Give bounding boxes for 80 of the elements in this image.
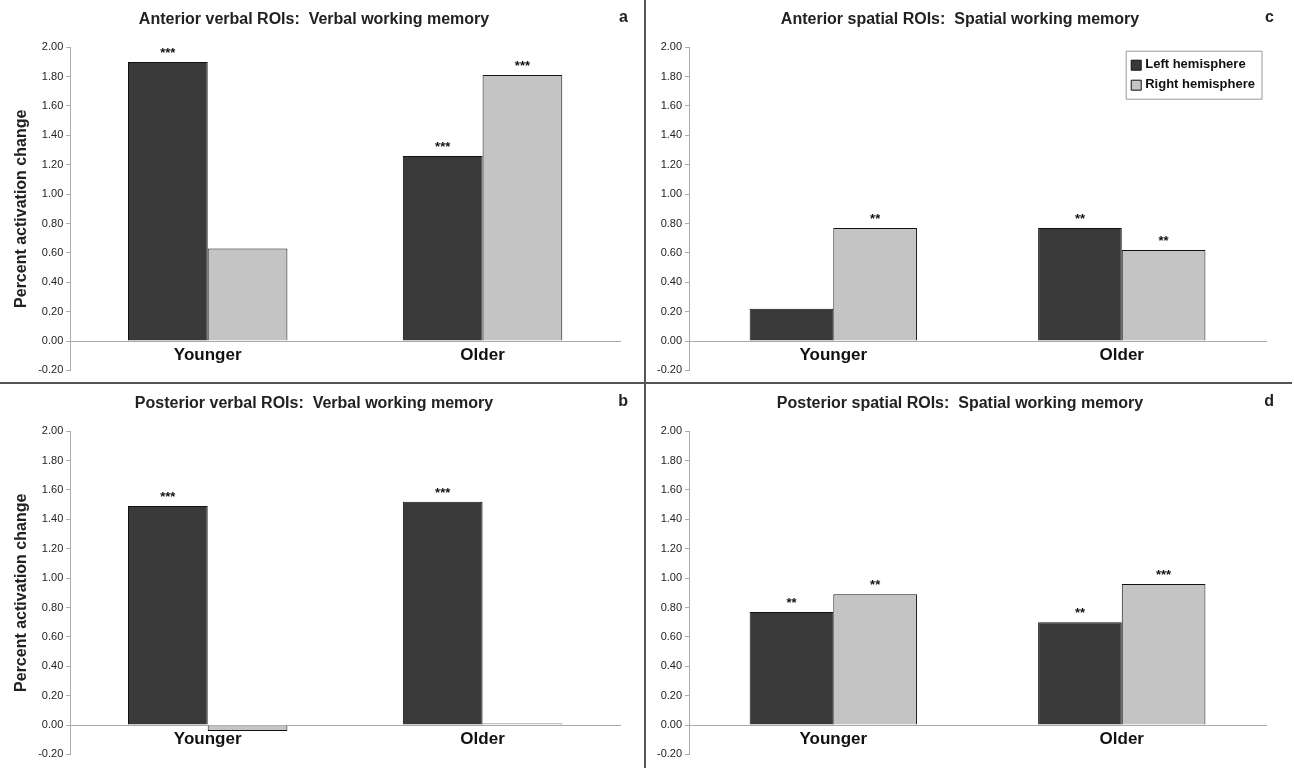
y-tick-label: 0.60 [660, 245, 683, 258]
y-tick-label: 0.00 [660, 718, 683, 731]
y-tick-label: 1.80 [660, 453, 683, 466]
y-tick-label: 1.60 [660, 482, 683, 495]
y-tick-label: 0.40 [660, 275, 683, 288]
y-tick-label: 1.80 [660, 69, 683, 82]
y-tick-label: 0.80 [41, 600, 64, 613]
y-tick-label: -0.20 [656, 363, 683, 376]
chart-title: Posterior spatial ROIs: Spatial working memory [776, 394, 1144, 412]
y-tick-label: 0.00 [41, 718, 64, 731]
y-tick-label: 1.20 [660, 157, 683, 170]
y-tick-label: 1.40 [41, 512, 64, 525]
y-tick-label: 1.00 [660, 187, 683, 200]
text: c [1265, 8, 1275, 26]
y-tick-label: 1.80 [41, 69, 64, 82]
data-label: ** [870, 577, 882, 593]
y-tick-label: 0.00 [660, 334, 683, 347]
text: a [619, 8, 629, 26]
chart-title: Anterior verbal ROIs: Verbal working memory [138, 10, 490, 28]
data-label: ** [870, 210, 882, 226]
data-label: *** [435, 138, 452, 154]
x-tick-label: Younger [799, 344, 868, 364]
y-tick-label: 0.60 [41, 245, 64, 258]
data-label: ** [786, 594, 798, 610]
y-tick-label: 1.20 [660, 541, 683, 554]
x-tick-label: Older [460, 728, 506, 748]
legend-label: Left hemisphere [1145, 56, 1246, 72]
y-tick-label: 0.60 [41, 629, 64, 642]
data-label: ** [1074, 605, 1086, 621]
y-tick-label: -0.20 [656, 747, 683, 760]
y-tick-label: 0.20 [41, 304, 64, 317]
x-tick-label: Younger [173, 344, 242, 364]
y-tick-label: 0.20 [41, 688, 64, 701]
data-label: *** [514, 58, 531, 74]
x-tick-label: Older [1099, 728, 1145, 748]
y-tick-label: 2.00 [660, 40, 683, 53]
x-tick-label: Older [1099, 344, 1145, 364]
y-tick-label: 0.60 [660, 629, 683, 642]
y-tick-label: 1.00 [41, 187, 64, 200]
chart-title: Anterior spatial ROIs: Spatial working memory [780, 10, 1140, 28]
data-label: ** [1158, 233, 1170, 249]
data-label: ** [1074, 210, 1086, 226]
y-axis-title: Percent activation change [12, 109, 30, 308]
y-tick-label: 1.20 [41, 541, 64, 554]
y-tick-label: 0.20 [660, 304, 683, 317]
y-tick-label: 2.00 [41, 40, 64, 53]
text: b [618, 392, 629, 410]
y-tick-label: 1.80 [41, 453, 64, 466]
y-tick-label: 1.60 [660, 98, 683, 111]
data-label: *** [1156, 567, 1173, 583]
y-tick-label: 1.40 [41, 128, 64, 141]
y-tick-label: 0.80 [660, 600, 683, 613]
y-tick-label: 0.80 [41, 216, 64, 229]
y-tick-label: 1.00 [41, 571, 64, 584]
y-tick-label: 0.20 [660, 688, 683, 701]
x-tick-label: Younger [173, 728, 242, 748]
text: d [1264, 392, 1274, 410]
y-tick-label: 1.40 [660, 128, 683, 141]
legend-label: Right hemisphere [1145, 76, 1255, 92]
chart-title: Posterior verbal ROIs: Verbal working memory [134, 394, 494, 412]
y-axis-title: Percent activation change [12, 493, 30, 692]
y-tick-label: 1.00 [660, 571, 683, 584]
y-tick-label: -0.20 [38, 747, 64, 760]
y-tick-label: 1.40 [660, 512, 683, 525]
y-tick-label: -0.20 [38, 363, 64, 376]
x-tick-label: Younger [799, 728, 868, 748]
data-label: *** [435, 484, 452, 500]
y-tick-label: 1.20 [41, 157, 64, 170]
x-tick-label: Older [460, 344, 506, 364]
data-label: *** [160, 44, 177, 60]
y-tick-label: 1.60 [41, 482, 64, 495]
y-tick-label: 0.40 [41, 275, 64, 288]
y-tick-label: 1.60 [41, 98, 64, 111]
data-label: *** [160, 489, 177, 505]
y-tick-label: 2.00 [41, 424, 64, 437]
y-tick-label: 0.40 [41, 659, 64, 672]
y-tick-label: 0.40 [660, 659, 683, 672]
y-tick-label: 2.00 [660, 424, 683, 437]
y-tick-label: 0.00 [41, 334, 64, 347]
y-tick-label: 0.80 [660, 216, 683, 229]
